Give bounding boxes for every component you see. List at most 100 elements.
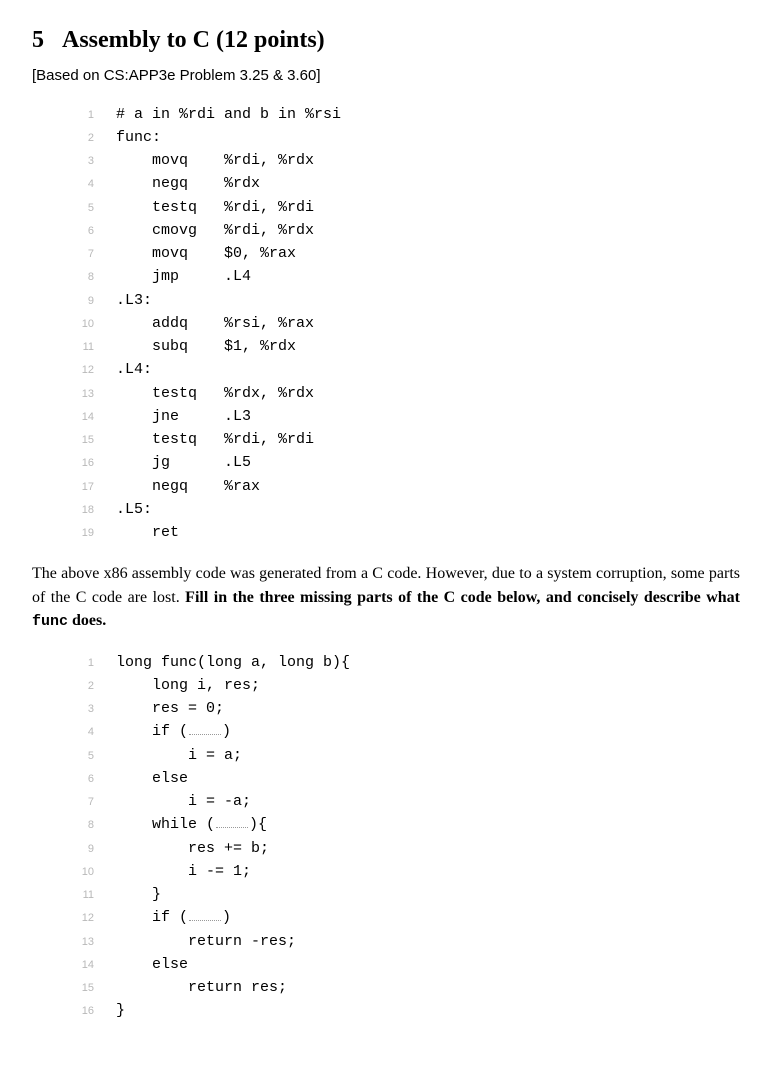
code-line: 4 if () <box>60 720 740 743</box>
fill-blank <box>189 912 221 921</box>
code-text: subq $1, %rdx <box>116 335 296 358</box>
code-text: res += b; <box>116 837 269 860</box>
code-text: # a in %rdi and b in %rsi <box>116 103 341 126</box>
code-line: 16} <box>60 999 740 1022</box>
code-line: 8 while (){ <box>60 813 740 836</box>
line-number: 19 <box>60 525 116 542</box>
code-line: 12 if () <box>60 906 740 929</box>
code-text: movq %rdi, %rdx <box>116 149 314 172</box>
line-number: 9 <box>60 841 116 858</box>
line-number: 14 <box>60 957 116 974</box>
section-heading: 5 Assembly to C (12 points) <box>32 24 740 56</box>
code-line: 7 i = -a; <box>60 790 740 813</box>
code-text: jmp .L4 <box>116 265 251 288</box>
code-text: jne .L3 <box>116 405 251 428</box>
code-text: else <box>116 953 188 976</box>
line-number: 1 <box>60 107 116 124</box>
line-number: 1 <box>60 655 116 672</box>
code-text: negq %rax <box>116 475 260 498</box>
code-text: addq %rsi, %rax <box>116 312 314 335</box>
line-number: 16 <box>60 455 116 472</box>
code-text: res = 0; <box>116 697 224 720</box>
code-line: 9 res += b; <box>60 837 740 860</box>
code-text: i = -a; <box>116 790 251 813</box>
line-number: 8 <box>60 269 116 286</box>
code-line: 9.L3: <box>60 289 740 312</box>
code-line: 5 testq %rdi, %rdi <box>60 196 740 219</box>
line-number: 12 <box>60 910 116 927</box>
line-number: 15 <box>60 980 116 997</box>
code-text: long i, res; <box>116 674 260 697</box>
c-code-block: 1long func(long a, long b){2 long i, res… <box>60 651 740 1023</box>
code-line: 16 jg .L5 <box>60 451 740 474</box>
line-number: 6 <box>60 223 116 240</box>
code-text: testq %rdx, %rdx <box>116 382 314 405</box>
code-line: 19 ret <box>60 521 740 544</box>
line-number: 5 <box>60 748 116 765</box>
code-text: movq $0, %rax <box>116 242 296 265</box>
code-line: 10 i -= 1; <box>60 860 740 883</box>
line-number: 13 <box>60 934 116 951</box>
code-line: 5 i = a; <box>60 744 740 767</box>
code-text: testq %rdi, %rdi <box>116 196 314 219</box>
code-line: 13 return -res; <box>60 930 740 953</box>
line-number: 5 <box>60 200 116 217</box>
para-bold-1: Fill in the three missing parts of the C… <box>185 589 740 606</box>
line-number: 16 <box>60 1003 116 1020</box>
code-text: } <box>116 883 161 906</box>
code-line: 14 jne .L3 <box>60 405 740 428</box>
code-text: while (){ <box>116 813 267 836</box>
code-text: jg .L5 <box>116 451 251 474</box>
code-text: if () <box>116 906 231 929</box>
code-line: 4 negq %rdx <box>60 172 740 195</box>
line-number: 4 <box>60 724 116 741</box>
code-text: func: <box>116 126 161 149</box>
code-line: 3 res = 0; <box>60 697 740 720</box>
code-line: 11 } <box>60 883 740 906</box>
code-text: .L3: <box>116 289 152 312</box>
line-number: 2 <box>60 130 116 147</box>
line-number: 12 <box>60 362 116 379</box>
code-text: .L5: <box>116 498 152 521</box>
code-text: negq %rdx <box>116 172 260 195</box>
line-number: 11 <box>60 887 116 904</box>
line-number: 9 <box>60 293 116 310</box>
code-line: 8 jmp .L4 <box>60 265 740 288</box>
line-number: 7 <box>60 794 116 811</box>
code-text: ret <box>116 521 179 544</box>
code-line: 2 long i, res; <box>60 674 740 697</box>
code-line: 14 else <box>60 953 740 976</box>
line-number: 7 <box>60 246 116 263</box>
line-number: 14 <box>60 409 116 426</box>
instruction-paragraph: The above x86 assembly code was generate… <box>32 562 740 632</box>
line-number: 8 <box>60 817 116 834</box>
subheading: [Based on CS:APP3e Problem 3.25 & 3.60] <box>32 66 740 86</box>
code-line: 6 cmovg %rdi, %rdx <box>60 219 740 242</box>
code-line: 1# a in %rdi and b in %rsi <box>60 103 740 126</box>
line-number: 3 <box>60 153 116 170</box>
line-number: 11 <box>60 339 116 356</box>
code-line: 7 movq $0, %rax <box>60 242 740 265</box>
line-number: 10 <box>60 316 116 333</box>
line-number: 17 <box>60 479 116 496</box>
section-number: 5 <box>32 27 44 53</box>
code-line: 17 negq %rax <box>60 475 740 498</box>
code-text: i -= 1; <box>116 860 251 883</box>
line-number: 4 <box>60 176 116 193</box>
line-number: 3 <box>60 701 116 718</box>
assembly-code-block: 1# a in %rdi and b in %rsi2func:3 movq %… <box>60 103 740 545</box>
code-line: 3 movq %rdi, %rdx <box>60 149 740 172</box>
code-line: 2func: <box>60 126 740 149</box>
line-number: 6 <box>60 771 116 788</box>
code-text: i = a; <box>116 744 242 767</box>
code-line: 11 subq $1, %rdx <box>60 335 740 358</box>
code-line: 13 testq %rdx, %rdx <box>60 382 740 405</box>
code-text: long func(long a, long b){ <box>116 651 350 674</box>
code-line: 12.L4: <box>60 358 740 381</box>
code-text: cmovg %rdi, %rdx <box>116 219 314 242</box>
line-number: 2 <box>60 678 116 695</box>
section-title: Assembly to C (12 points) <box>62 27 325 53</box>
code-text: return -res; <box>116 930 296 953</box>
line-number: 13 <box>60 386 116 403</box>
code-text: if () <box>116 720 231 743</box>
